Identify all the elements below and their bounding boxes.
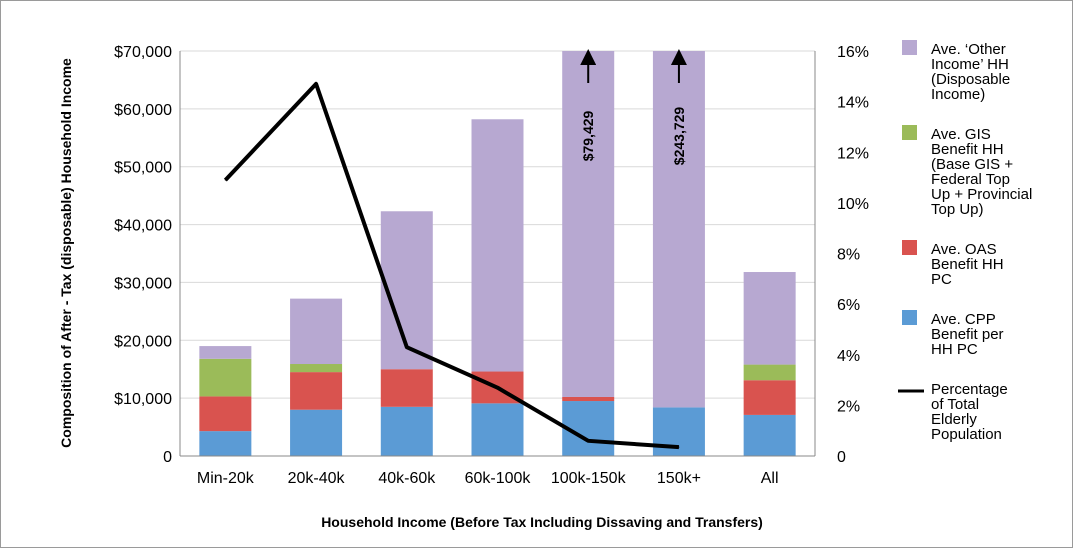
y-tick-label: $60,000 xyxy=(114,102,172,119)
legend-label: (Disposable xyxy=(931,71,1010,88)
x-tick-label: 20k-40k xyxy=(288,470,346,487)
legend-label: HH PC xyxy=(931,341,978,358)
y-tick-label: $10,000 xyxy=(114,391,172,408)
y2-tick-label: 6% xyxy=(837,297,860,314)
line-point xyxy=(406,346,408,348)
line-point xyxy=(497,387,498,389)
line-point xyxy=(315,83,317,85)
x-tick-label: 60k-100k xyxy=(465,470,532,487)
y2-tick-label: 14% xyxy=(837,95,869,112)
bar-segment xyxy=(199,431,252,456)
y2-tick-label: 16% xyxy=(837,44,869,61)
axes: $70,000 $60,000 $50,000 $40,000 $30,000 $20,0… xyxy=(114,44,869,487)
legend-label: (Base GIS + xyxy=(931,156,1013,173)
legend-swatch xyxy=(902,40,917,55)
y2-tick-label: 12% xyxy=(837,145,869,162)
legend-label: PC xyxy=(931,271,952,288)
bar-segment xyxy=(290,298,343,365)
legend-label: of Total xyxy=(931,396,979,413)
y2-tick-label: 4% xyxy=(837,348,860,365)
bar-segment xyxy=(290,364,343,373)
line-point xyxy=(224,179,226,181)
legend-label: Federal Top xyxy=(931,171,1010,188)
y-tick-label: $30,000 xyxy=(114,275,172,292)
percentage-line-path xyxy=(223,81,680,450)
y-tick-label: $20,000 xyxy=(114,333,172,350)
x-tick-label: All xyxy=(761,470,779,487)
legend-swatch xyxy=(902,125,917,140)
x-tick-label: 150k+ xyxy=(657,470,701,487)
legend-label: Income’ HH xyxy=(931,56,1009,73)
bars xyxy=(199,51,796,456)
bar-segment xyxy=(743,364,796,381)
y-tick-label: 0 xyxy=(163,449,172,466)
bar-segment xyxy=(380,406,433,456)
legend-label: Up + Provincial xyxy=(931,186,1032,203)
y2-tick-label: 2% xyxy=(837,398,860,415)
bar-segment xyxy=(380,369,433,407)
legend-label: Ave. ‘Other xyxy=(931,41,1006,58)
bar-segment xyxy=(471,403,524,456)
bar-segment xyxy=(290,372,343,410)
y2-tick-label: 10% xyxy=(837,196,869,213)
overflow-value-label: $243,729 xyxy=(671,107,687,166)
x-tick-label: Min-20k xyxy=(197,470,255,487)
y-tick-label: $40,000 xyxy=(114,218,172,235)
legend-label: Percentage xyxy=(931,381,1008,398)
line-point xyxy=(587,440,589,442)
bar-segment xyxy=(199,358,252,397)
legend-label: Elderly xyxy=(931,411,977,428)
line-point xyxy=(678,446,680,448)
y-tick-label: $70,000 xyxy=(114,44,172,61)
bar-segment xyxy=(471,119,524,372)
legend-label: Ave. CPP xyxy=(931,311,996,328)
legend-label: Income) xyxy=(931,86,985,103)
y2-tick-label: 8% xyxy=(837,247,860,264)
bar-segment xyxy=(743,272,796,365)
y2-tick-label: 0 xyxy=(837,449,846,466)
legend-swatch xyxy=(902,310,917,325)
legend-label: Benefit HH xyxy=(931,141,1004,158)
bar-segment xyxy=(743,380,796,415)
bar-segment xyxy=(562,396,615,402)
x-axis-title: Household Income (Before Tax Including D… xyxy=(321,514,763,530)
x-tick-label: 100k-150k xyxy=(551,470,627,487)
annotations: $79,429 $243,729 xyxy=(580,49,687,166)
bar-segment xyxy=(652,51,705,408)
bar-segment xyxy=(562,51,615,397)
x-tick-label: 40k-60k xyxy=(378,470,436,487)
legend-label: Benefit HH xyxy=(931,256,1004,273)
legend-swatch xyxy=(902,240,917,255)
y-tick-label: $50,000 xyxy=(114,160,172,177)
percentage-line xyxy=(223,81,680,450)
legend-label: Population xyxy=(931,426,1002,443)
bar-segment xyxy=(199,346,252,359)
overflow-value-label: $79,429 xyxy=(580,110,596,161)
legend-label: Ave. OAS xyxy=(931,241,997,258)
legend-label: Benefit per xyxy=(931,326,1004,343)
bar-segment xyxy=(652,407,705,456)
legend-label: Ave. GIS xyxy=(931,126,991,143)
bar-segment xyxy=(199,396,252,432)
legend-label: Top Up) xyxy=(931,201,984,218)
bar-segment xyxy=(290,409,343,456)
bar-segment xyxy=(743,414,796,456)
y-axis-title: Composition of After - Tax (disposable) … xyxy=(58,58,74,448)
